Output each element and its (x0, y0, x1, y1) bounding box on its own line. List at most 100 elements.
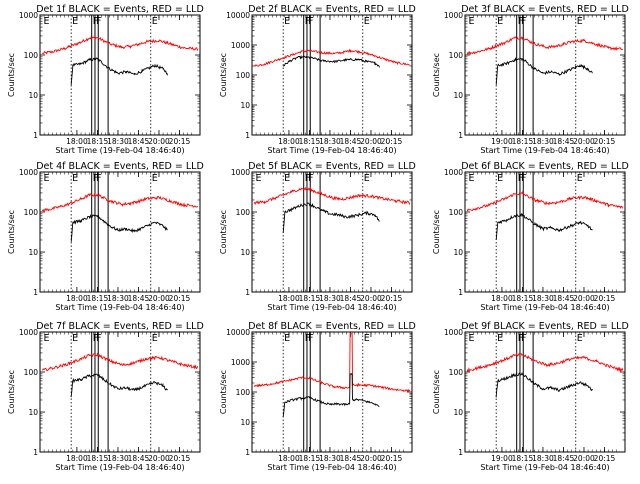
x-tick-label: 18:30 (532, 137, 554, 146)
x-tick-label: 20:15 (381, 294, 403, 303)
e-marker-label: E (72, 173, 78, 184)
x-tick-label: 18:30 (107, 137, 129, 146)
series-events-line (282, 55, 380, 69)
series-events-line (70, 373, 168, 398)
y-axis-label: Counts/sec (432, 210, 441, 254)
f-marker-label: F (96, 173, 101, 184)
x-tick-label: 18:00 (278, 294, 300, 303)
plot-panel-9: Det 9f BLACK = Events, RED = LLD 1 10 100 10… (432, 321, 629, 472)
y-tick-label: 100 (24, 208, 39, 217)
e-marker-label: E (152, 173, 158, 184)
e-marker-label: E (72, 16, 78, 27)
f-marker-label: F (96, 16, 101, 27)
y-tick-label: 10 (28, 91, 38, 100)
e-marker-label: E (43, 333, 49, 344)
x-tick-label: 18:15 (87, 294, 109, 303)
x-tick-label: 18:15 (87, 137, 109, 146)
series-events-line (282, 202, 380, 234)
x-tick-label: 18:30 (319, 294, 341, 303)
series-events-line (70, 214, 168, 242)
x-tick-label: 18:45 (340, 137, 362, 146)
f-marker-label: F (308, 173, 313, 184)
y-tick-label: 10 (453, 408, 463, 417)
y-axis-label: Counts/sec (219, 53, 228, 97)
y-axis-label: Counts/sec (219, 370, 228, 414)
y-axis-label: Counts/sec (7, 53, 16, 97)
e-marker-label: E (364, 333, 370, 344)
y-tick-label: 10 (28, 408, 38, 417)
plot-title: Det 6f BLACK = Events, RED = LLD (461, 161, 629, 172)
x-tick-label: 18:15 (87, 454, 109, 463)
e-marker-label: E (43, 16, 49, 27)
x-axis-label: Start Time (19-Feb-04 18:46:40) (480, 463, 609, 472)
y-tick-label: 1 (33, 288, 38, 297)
x-tick-label: 18:00 (66, 454, 88, 463)
plot-title: Det 8f BLACK = Events, RED = LLD (248, 321, 416, 332)
series-events-line (495, 212, 593, 241)
x-tick-label: 20:00 (573, 137, 595, 146)
plot-panel-7: Det 7f BLACK = Events, RED = LLD 1 10 100 10… (7, 321, 204, 472)
series-lld-line (467, 352, 623, 373)
x-tick-label: 20:00 (360, 454, 382, 463)
series-lld-line (467, 36, 623, 56)
x-tick-label: 20:15 (594, 454, 616, 463)
y-axis-label: Counts/sec (219, 210, 228, 254)
y-tick-label: 10 (453, 91, 463, 100)
e-marker-label: E (468, 333, 474, 344)
y-tick-label: 1000 (19, 11, 38, 20)
y-axis-label: Counts/sec (7, 210, 16, 254)
f-marker-label: F (521, 333, 526, 344)
e-marker-label: E (255, 173, 261, 184)
e-marker-label: E (152, 333, 158, 344)
plot-frame (464, 171, 626, 293)
plot-panel-8: Det 8f BLACK = Events, RED = LLD 1 10 100 10… (219, 321, 416, 472)
x-tick-label: 18:45 (128, 294, 150, 303)
f-marker-label: F (96, 333, 101, 344)
plot-panel-6: Det 6f BLACK = Events, RED = LLD 1 10 100 10… (432, 161, 629, 312)
x-tick-label: 18:15 (299, 454, 321, 463)
e-marker-label: E (152, 16, 158, 27)
x-axis-label: Start Time (19-Feb-04 18:46:40) (55, 303, 184, 312)
e-marker-label: E (468, 173, 474, 184)
e-marker-label: E (43, 173, 49, 184)
x-tick-label: 18:45 (340, 454, 362, 463)
series-lld-line (254, 48, 410, 67)
e-marker-label: E (72, 333, 78, 344)
x-tick-label: 20:00 (573, 294, 595, 303)
e-marker-label: E (497, 173, 503, 184)
y-tick-label: 100 (24, 51, 39, 60)
x-tick-label: 18:45 (128, 137, 150, 146)
y-tick-label: 100 (236, 208, 251, 217)
f-marker-label: F (521, 16, 526, 27)
x-tick-label: 20:00 (573, 454, 595, 463)
x-tick-label: 18:00 (278, 454, 300, 463)
x-tick-label: 18:00 (66, 137, 88, 146)
x-tick-label: 18:45 (128, 454, 150, 463)
f-marker-label: F (518, 16, 523, 27)
x-tick-label: 18:30 (532, 294, 554, 303)
y-tick-label: 10 (453, 248, 463, 257)
y-tick-label: 1 (245, 448, 250, 457)
series-lld-line (42, 352, 198, 372)
y-axis-label: Counts/sec (7, 370, 16, 414)
x-tick-label: 20:15 (169, 294, 191, 303)
e-marker-label: E (284, 333, 290, 344)
f-marker-label: F (518, 333, 523, 344)
plot-title: Det 2f BLACK = Events, RED = LLD (248, 4, 416, 15)
y-tick-label: 1 (458, 448, 463, 457)
y-tick-label: 1000 (231, 168, 250, 177)
series-events-line (70, 57, 168, 85)
x-tick-label: 18:00 (66, 294, 88, 303)
y-tick-label: 1000 (444, 11, 463, 20)
e-marker-label: E (497, 16, 503, 27)
plot-panel-3: Det 3f BLACK = Events, RED = LLD 1 10 100 10… (432, 4, 629, 155)
f-marker-label: F (305, 333, 310, 344)
series-events-line (495, 57, 593, 85)
plot-panel-4: Det 4f BLACK = Events, RED = LLD 1 10 100 10… (7, 161, 204, 312)
plot-frame (39, 331, 201, 453)
y-tick-label: 1000 (19, 328, 38, 337)
y-tick-label: 1 (458, 288, 463, 297)
y-tick-label: 1 (458, 131, 463, 140)
x-tick-label: 18:00 (278, 137, 300, 146)
